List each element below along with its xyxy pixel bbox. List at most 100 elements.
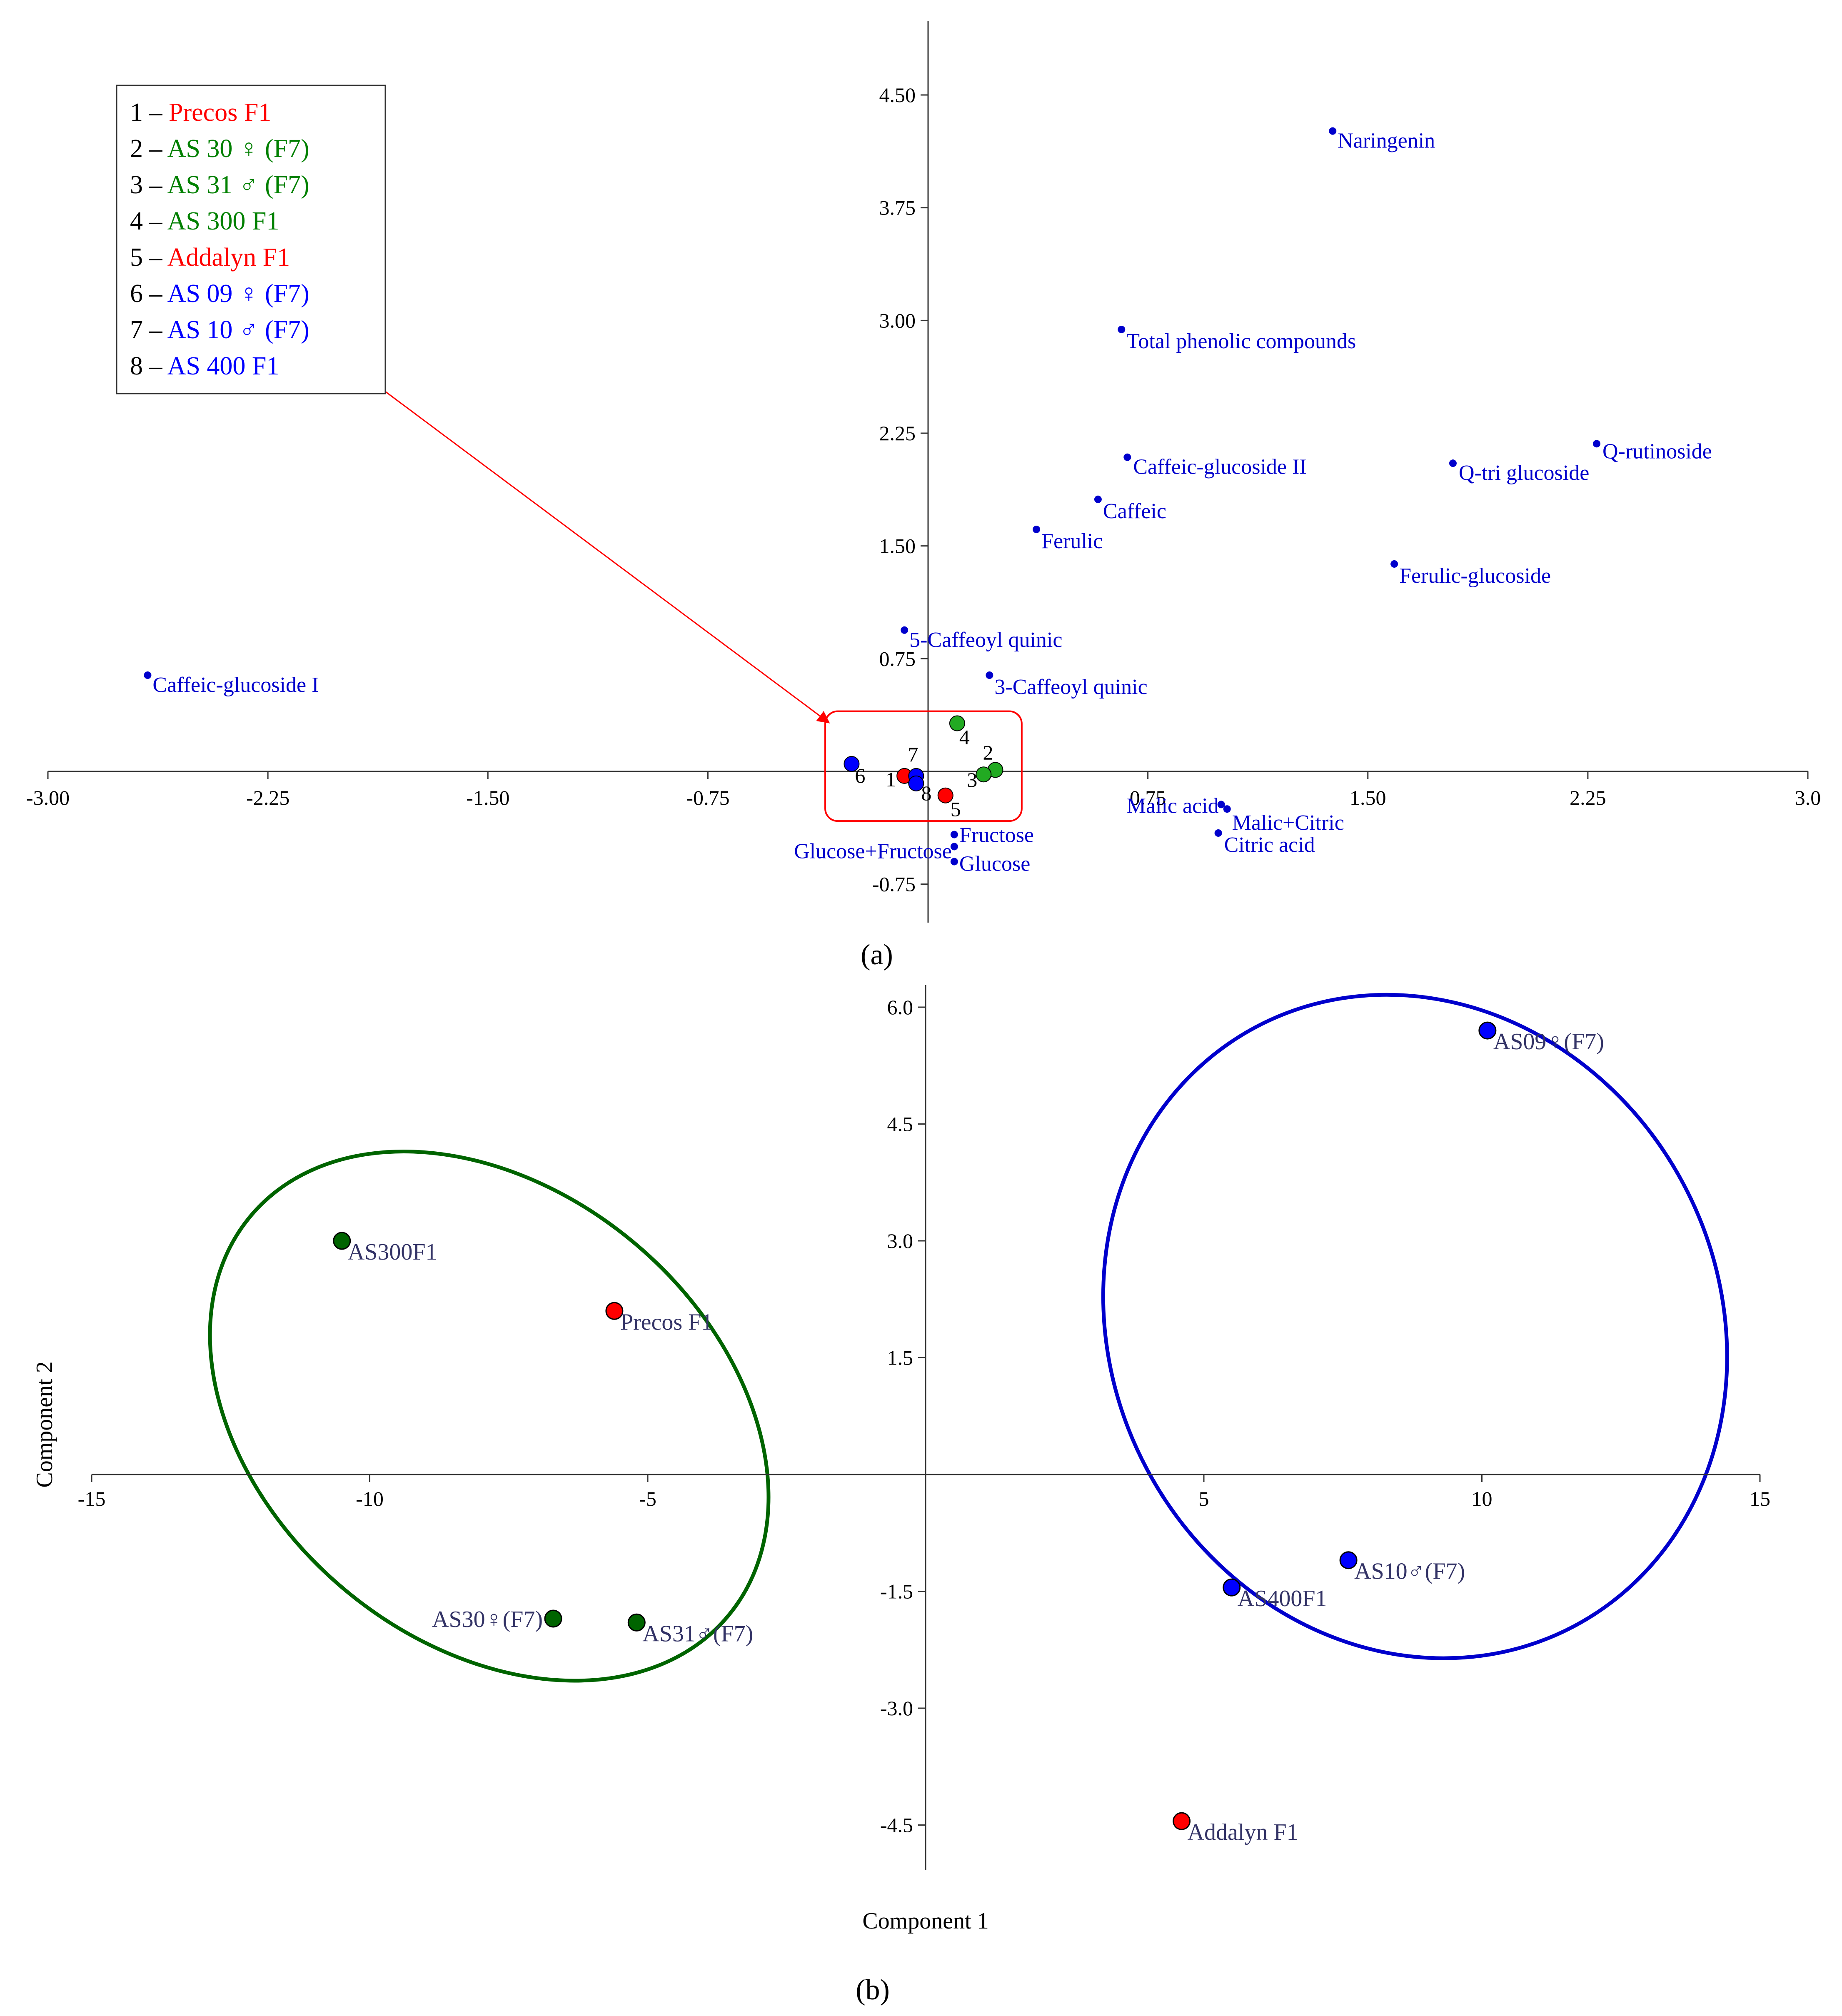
- variable-caffeic: Caffeic: [1094, 495, 1166, 523]
- x-tick-label: -1.50: [466, 786, 509, 809]
- y-tick-label: 0.75: [879, 647, 916, 670]
- variable-malic-citric: Malic+Citric: [1223, 805, 1344, 835]
- y-tick-label: 4.5: [887, 1113, 914, 1136]
- legend-entry-5: 5 – Addalyn F1: [130, 243, 290, 272]
- variable-label: Fructose: [959, 823, 1034, 847]
- y-tick-label: -4.5: [880, 1814, 913, 1837]
- variable-label: Ferulic-glucoside: [1399, 564, 1551, 588]
- variable-label: Ferulic: [1041, 529, 1103, 553]
- variable-label: 5-Caffeoyl quinic: [909, 628, 1062, 652]
- sample-point-3: 3: [967, 766, 992, 791]
- variable-label: Citric acid: [1224, 833, 1315, 857]
- group-ellipse-1: [208, 1150, 771, 1683]
- sample-point-8: 8: [908, 775, 931, 805]
- variable-label: Q-tri glucoside: [1459, 461, 1589, 485]
- sample-number-label: 3: [967, 768, 977, 791]
- sample-label: AS300F1: [348, 1239, 437, 1265]
- y-tick-label: 1.5: [887, 1346, 914, 1370]
- variable-point: [950, 843, 958, 851]
- panel-b-ticks: -15 -10 -5 5 10 15 6.0 4.5 3.0 1.5 -1.5 -3.0 -4.5: [78, 996, 1770, 1837]
- legend-entry-1: 1 – Precos F1: [130, 98, 271, 127]
- variable-point: [1329, 127, 1337, 135]
- x-tick-label: 1.50: [1350, 786, 1386, 809]
- sample-marker: [627, 1613, 646, 1632]
- sample-number-label: 8: [921, 781, 931, 805]
- panel-a-highlight: [385, 391, 1023, 822]
- variable-label: Glucose: [959, 852, 1030, 876]
- panel-a-biplot: -3.00 -2.25 -1.50 -0.75 0.75 1.50 2.25 3.0 4.50 3…: [26, 21, 1821, 971]
- sample-label: AS31♂(F7): [642, 1621, 753, 1647]
- variable-label: Total phenolic compounds: [1126, 329, 1356, 353]
- variable-malic-acid: Malic acid: [1127, 794, 1225, 818]
- group-ellipse-2: [1101, 993, 1729, 1660]
- sample-point-4: 4: [949, 715, 970, 749]
- x-tick-label: -3.00: [26, 786, 70, 809]
- variable-label: Naringenin: [1338, 129, 1435, 153]
- sample-marker: [544, 1609, 562, 1628]
- sample-marker: [844, 756, 860, 772]
- legend-entry-8: 8 – AS 400 F1: [130, 352, 279, 380]
- variable-point: [1118, 325, 1126, 333]
- sample-as10-f7: AS10♂(F7): [1339, 1551, 1465, 1584]
- variable-point: [1223, 805, 1231, 813]
- x-tick-label: 15: [1750, 1487, 1770, 1510]
- sample-marker: [908, 775, 924, 791]
- variable-fructose: Fructose: [950, 823, 1034, 847]
- sample-number-label: 7: [908, 743, 918, 766]
- variable-caffeic-glucoside-ii: Caffeic-glucoside II: [1123, 453, 1307, 479]
- legend-entry-label: AS 10 ♂ (F7): [167, 316, 309, 344]
- variable-glucose: Glucose: [950, 852, 1030, 876]
- variable-label: Q-rutinoside: [1602, 439, 1712, 463]
- variable-label: Caffeic-glucoside II: [1133, 455, 1306, 479]
- legend-entry-6: 6 – AS 09 ♀ (F7): [130, 279, 309, 308]
- legend-entry-number: 5 –: [130, 243, 167, 272]
- y-tick-label: 3.0: [887, 1229, 914, 1253]
- legend-entry-label: AS 400 F1: [167, 352, 280, 380]
- variable-naringenin: Naringenin: [1329, 127, 1435, 153]
- sample-number-label: 4: [959, 726, 970, 749]
- panel-b-samples: AS09♀(F7) AS300F1 Precos F1 AS10♂(F7) AS400F…: [333, 1021, 1604, 1845]
- x-tick-label: 5: [1199, 1487, 1209, 1510]
- sample-point-1: 1: [886, 768, 913, 791]
- legend-entry-7: 7 – AS 10 ♂ (F7): [130, 316, 309, 344]
- variable-citric-acid: Citric acid: [1214, 829, 1315, 857]
- x-tick-label: -0.75: [686, 786, 729, 809]
- variable-label: Caffeic: [1103, 499, 1166, 523]
- legend-entry-number: 2 –: [130, 135, 167, 163]
- variable-point: [1094, 495, 1102, 503]
- y-tick-label: 2.25: [879, 422, 916, 445]
- sample-point-2: 2: [983, 741, 1003, 778]
- variable-ferulic-glucoside: Ferulic-glucoside: [1390, 560, 1551, 588]
- panel-a-axes: [48, 21, 1808, 923]
- legend-entry-label: AS 31 ♂ (F7): [167, 171, 309, 199]
- variable-ferulic: Ferulic: [1033, 525, 1103, 553]
- legend: 1 – Precos F12 – AS 30 ♀ (F7)3 – AS 31 ♂…: [116, 85, 386, 394]
- x-tick-label: 10: [1472, 1487, 1493, 1510]
- legend-entry-label: AS 30 ♀ (F7): [167, 135, 309, 163]
- sample-point-6: 6: [844, 756, 865, 787]
- legend-entry-number: 6 –: [130, 279, 167, 308]
- sample-point-5: 5: [937, 787, 961, 821]
- variable-point: [1033, 525, 1041, 533]
- legend-entry-4: 4 – AS 300 F1: [130, 207, 279, 235]
- sample-marker: [1339, 1551, 1358, 1569]
- panel-b-axes: [92, 985, 1760, 1870]
- legend-entry-2: 2 – AS 30 ♀ (F7): [130, 135, 309, 163]
- variable-label: Malic+Citric: [1232, 811, 1344, 835]
- variable-glucose-fructose: Glucose+Fructose: [794, 839, 958, 863]
- variable-point: [901, 626, 909, 634]
- legend-entry-number: 1 –: [130, 98, 169, 127]
- sample-marker: [1223, 1578, 1241, 1597]
- sample-marker: [937, 787, 953, 803]
- y-tick-label: -1.5: [880, 1580, 913, 1603]
- sample-marker: [1478, 1021, 1497, 1040]
- variable-point: [1449, 459, 1457, 467]
- variable-point: [1390, 560, 1398, 568]
- legend-entry-label: Addalyn F1: [167, 243, 290, 272]
- sample-marker: [333, 1232, 351, 1250]
- variable-label: 3-Caffeoyl quinic: [994, 675, 1147, 699]
- sample-precos-f1: Precos F1: [605, 1302, 713, 1335]
- sample-marker: [976, 766, 992, 783]
- y-tick-label: 1.50: [879, 534, 916, 558]
- sample-as09-f7: AS09♀(F7): [1478, 1021, 1604, 1055]
